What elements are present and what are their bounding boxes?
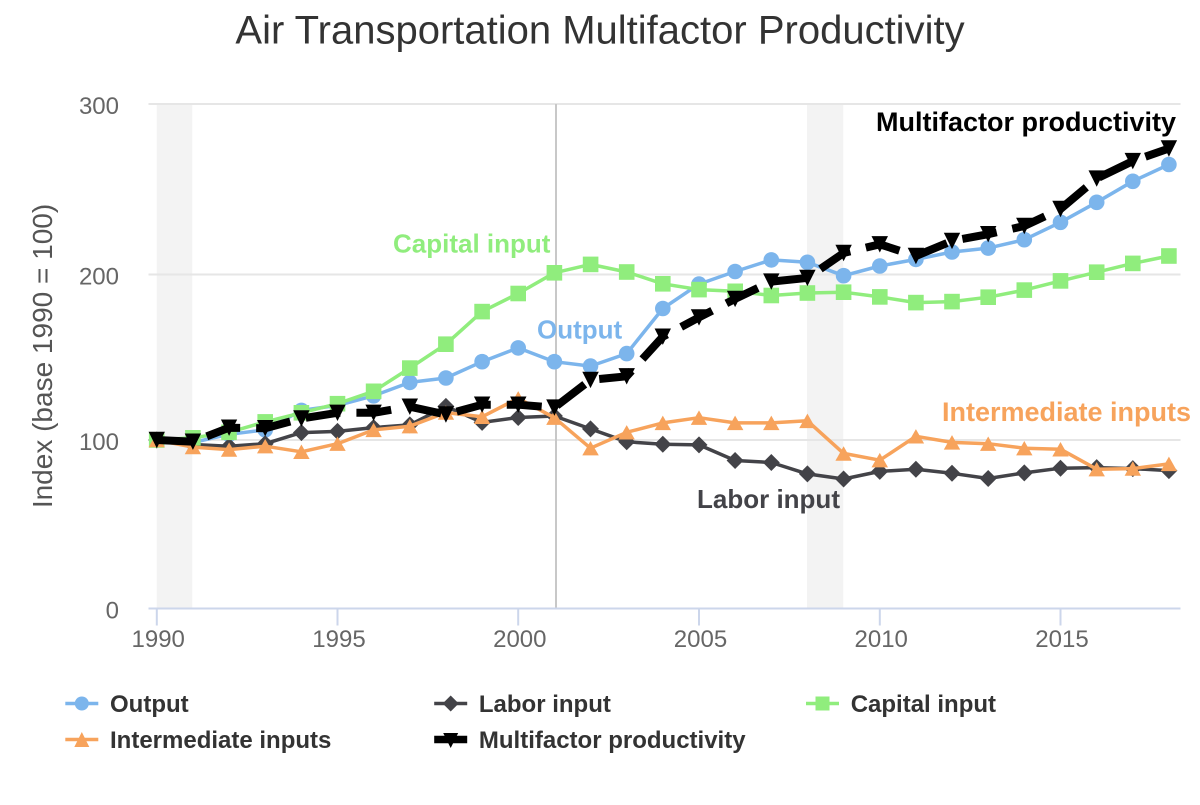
- svg-text:Multifactor productivity: Multifactor productivity: [876, 107, 1176, 137]
- svg-text:2000: 2000: [493, 626, 546, 653]
- svg-text:2015: 2015: [1035, 626, 1088, 653]
- svg-text:Labor input: Labor input: [479, 691, 611, 718]
- svg-text:Intermediate inputs: Intermediate inputs: [110, 727, 331, 754]
- svg-text:300: 300: [79, 93, 119, 120]
- svg-text:Output: Output: [110, 691, 189, 718]
- svg-text:2010: 2010: [855, 626, 908, 653]
- svg-text:Capital input: Capital input: [851, 691, 996, 718]
- svg-text:Intermediate inputs: Intermediate inputs: [942, 397, 1191, 427]
- svg-text:Capital input: Capital input: [393, 229, 551, 259]
- svg-text:Air Transportation Multifactor: Air Transportation Multifactor Productiv…: [235, 9, 964, 53]
- svg-text:1990: 1990: [132, 626, 185, 653]
- svg-text:200: 200: [79, 264, 119, 291]
- svg-text:Labor input: Labor input: [697, 484, 840, 514]
- svg-text:Multifactor productivity: Multifactor productivity: [479, 727, 746, 754]
- svg-text:Output: Output: [537, 315, 623, 345]
- svg-text:100: 100: [79, 429, 119, 456]
- svg-text:1995: 1995: [312, 626, 365, 653]
- svg-text:0: 0: [106, 598, 119, 625]
- svg-text:2005: 2005: [674, 626, 727, 653]
- svg-text:Index (base 1990 = 100): Index (base 1990 = 100): [27, 204, 58, 508]
